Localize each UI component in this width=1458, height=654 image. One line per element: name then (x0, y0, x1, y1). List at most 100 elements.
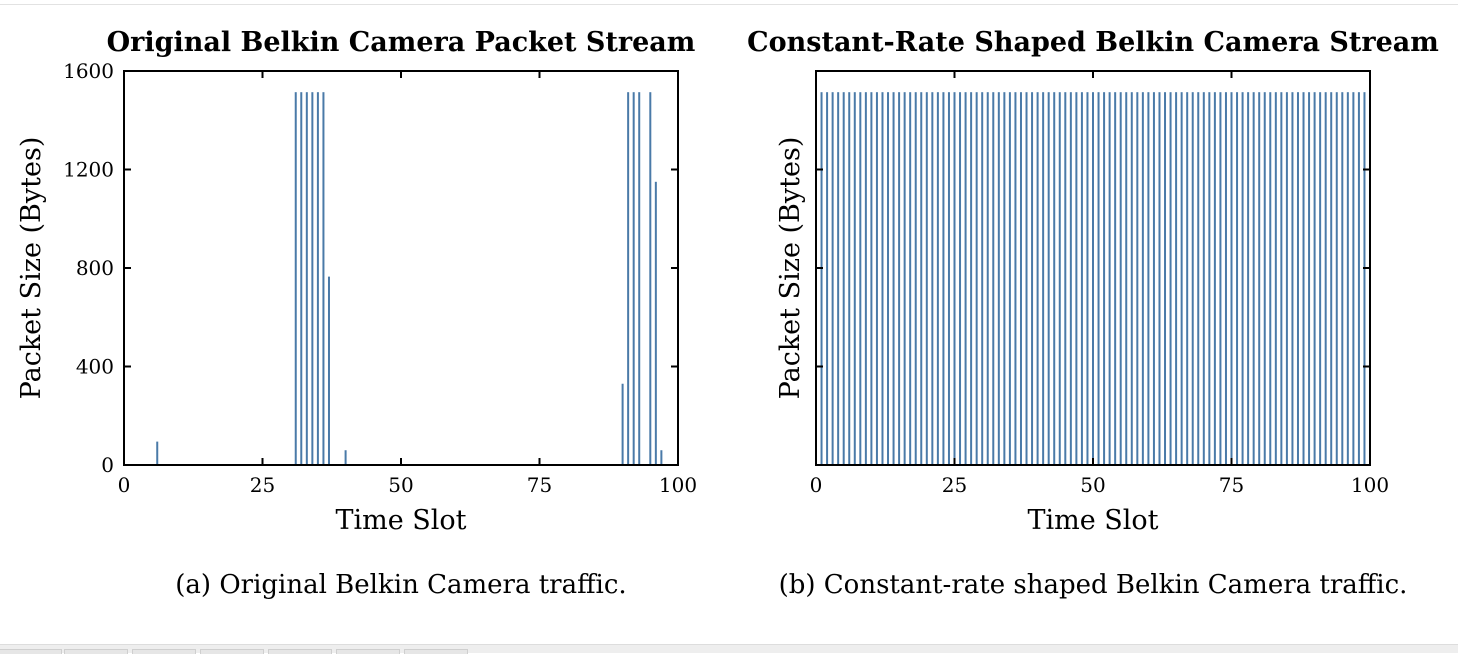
panel-b-bar (1296, 92, 1299, 466)
panel-a-y-tick-label: 400 (76, 355, 114, 379)
panel-a-bar (632, 92, 635, 466)
panel-a-title: Original Belkin Camera Packet Stream (107, 27, 696, 58)
panel-b-bar (1341, 92, 1344, 466)
panel-b-bar (1241, 92, 1244, 466)
panel-b-bar (1285, 92, 1288, 466)
panel-a-x-tick-label: 75 (527, 473, 552, 497)
panel-b-bar (1180, 92, 1183, 466)
panel-b-bar (997, 92, 1000, 466)
panel-b-bar (1274, 92, 1277, 466)
panel-a-bar (660, 450, 663, 465)
panel-b-bar (1186, 92, 1189, 466)
panel-b-bar (1324, 92, 1327, 466)
panel-b-bar (1319, 92, 1322, 466)
panel-b-bar (1219, 92, 1222, 466)
panel-a-bar (156, 441, 159, 465)
panel-b-bar (1042, 92, 1045, 466)
panel-b-shaped-stream: Constant-Rate Shaped Belkin Camera Strea… (747, 27, 1439, 536)
panel-a-bar (294, 92, 297, 466)
panel-a-bar (344, 450, 347, 465)
panel-b-bar (947, 92, 950, 466)
panel-b-bar (864, 92, 867, 466)
panel-b-bar (1308, 92, 1311, 466)
panel-b-bar (848, 92, 851, 466)
panel-b-bar (859, 92, 862, 466)
panel-b-x-tick-label: 0 (810, 473, 823, 497)
panel-b-bar (1130, 92, 1133, 466)
panel-b-bar (942, 92, 945, 466)
panel-a-bar (300, 92, 303, 466)
panel-b-bar (1031, 92, 1034, 466)
panel-a-x-tick-label: 0 (118, 473, 131, 497)
panel-b-bars (820, 92, 1366, 466)
panel-b-bar (936, 92, 939, 466)
panel-b-title: Constant-Rate Shaped Belkin Camera Strea… (747, 27, 1439, 58)
panel-b-bar (1108, 92, 1111, 466)
panel-a-plot-frame (123, 70, 679, 466)
panel-b-bar (1247, 92, 1250, 466)
panel-a-y-tick-label: 1200 (63, 158, 114, 182)
panel-b-bar (1313, 92, 1316, 466)
panel-b-bar (1202, 92, 1205, 466)
panel-b-bar (1119, 92, 1122, 466)
panel-b-bar (1141, 92, 1144, 466)
panel-b-bar (953, 92, 956, 466)
panel-b-bar (1147, 92, 1150, 466)
panel-b-bar (1191, 92, 1194, 466)
panel-b-x-tick-label: 100 (1351, 473, 1389, 497)
panel-a-x-tick-label: 50 (388, 473, 413, 497)
panel-b-bar (853, 92, 856, 466)
figure-canvas: Original Belkin Camera Packet Stream 0 25… (16, 27, 1439, 536)
panel-b-bar (1169, 92, 1172, 466)
panel-b-bar (842, 92, 845, 466)
panel-b-bar (1014, 92, 1017, 466)
panel-b-bar (875, 92, 878, 466)
window-top-border (0, 0, 1458, 5)
panel-b-bar (826, 92, 829, 466)
panel-b-x-tick-label: 25 (942, 473, 967, 497)
panel-b-bar (1064, 92, 1067, 466)
panel-b-bar (1258, 92, 1261, 466)
panel-a-ticks: 0 25 50 75 100 0 400 800 1200 1600 (63, 59, 697, 497)
panel-b-bar (1080, 92, 1083, 466)
panel-b-bar (1047, 92, 1050, 466)
panel-b-bar (1092, 92, 1094, 466)
panel-b-bar (1291, 92, 1294, 466)
panel-b-bar (831, 92, 834, 466)
panel-b-bar (914, 92, 917, 466)
panel-b-bar (892, 92, 895, 466)
panel-b-bar (1075, 92, 1078, 466)
panel-b-bar (1213, 92, 1216, 466)
panel-b-bar (1269, 92, 1272, 466)
panel-b-bar (1224, 92, 1227, 466)
panel-b-bar (909, 92, 912, 466)
panel-b-bar (1136, 92, 1139, 466)
panel-a-y-tick-label: 0 (101, 453, 114, 477)
panel-b-bar (1069, 92, 1072, 466)
panel-b-bar (837, 92, 840, 466)
panel-b-bar (898, 92, 901, 466)
panel-b-bar (1302, 92, 1305, 466)
panel-b-bar (1114, 92, 1117, 466)
panel-b-bar (1103, 92, 1106, 466)
panel-a-original-stream: Original Belkin Camera Packet Stream 0 25… (16, 27, 697, 536)
panel-a-bar (649, 92, 652, 466)
panel-b-bar (1236, 92, 1239, 466)
panel-b-bar (1175, 92, 1178, 466)
panel-b-bar (881, 92, 884, 466)
panel-b-bar (820, 92, 823, 466)
panel-a-bar (654, 181, 657, 465)
panel-b-bar (1058, 92, 1061, 466)
panel-b-bar (1025, 92, 1028, 466)
panel-b-ticks: 0 25 50 75 100 (810, 70, 1389, 497)
panel-b-bar (1230, 92, 1233, 466)
panel-b-plot-frame (815, 70, 1371, 466)
panel-a-bar (627, 92, 630, 466)
panel-b-bar (1125, 92, 1128, 466)
panel-b-bar (992, 92, 995, 466)
panel-b-bar (903, 92, 906, 466)
panel-b-y-axis-label: Packet Size (Bytes) (775, 137, 806, 400)
panel-a-x-tick-label: 25 (250, 473, 275, 497)
panel-b-bar (1330, 92, 1333, 466)
panel-b-bar (1008, 92, 1011, 466)
